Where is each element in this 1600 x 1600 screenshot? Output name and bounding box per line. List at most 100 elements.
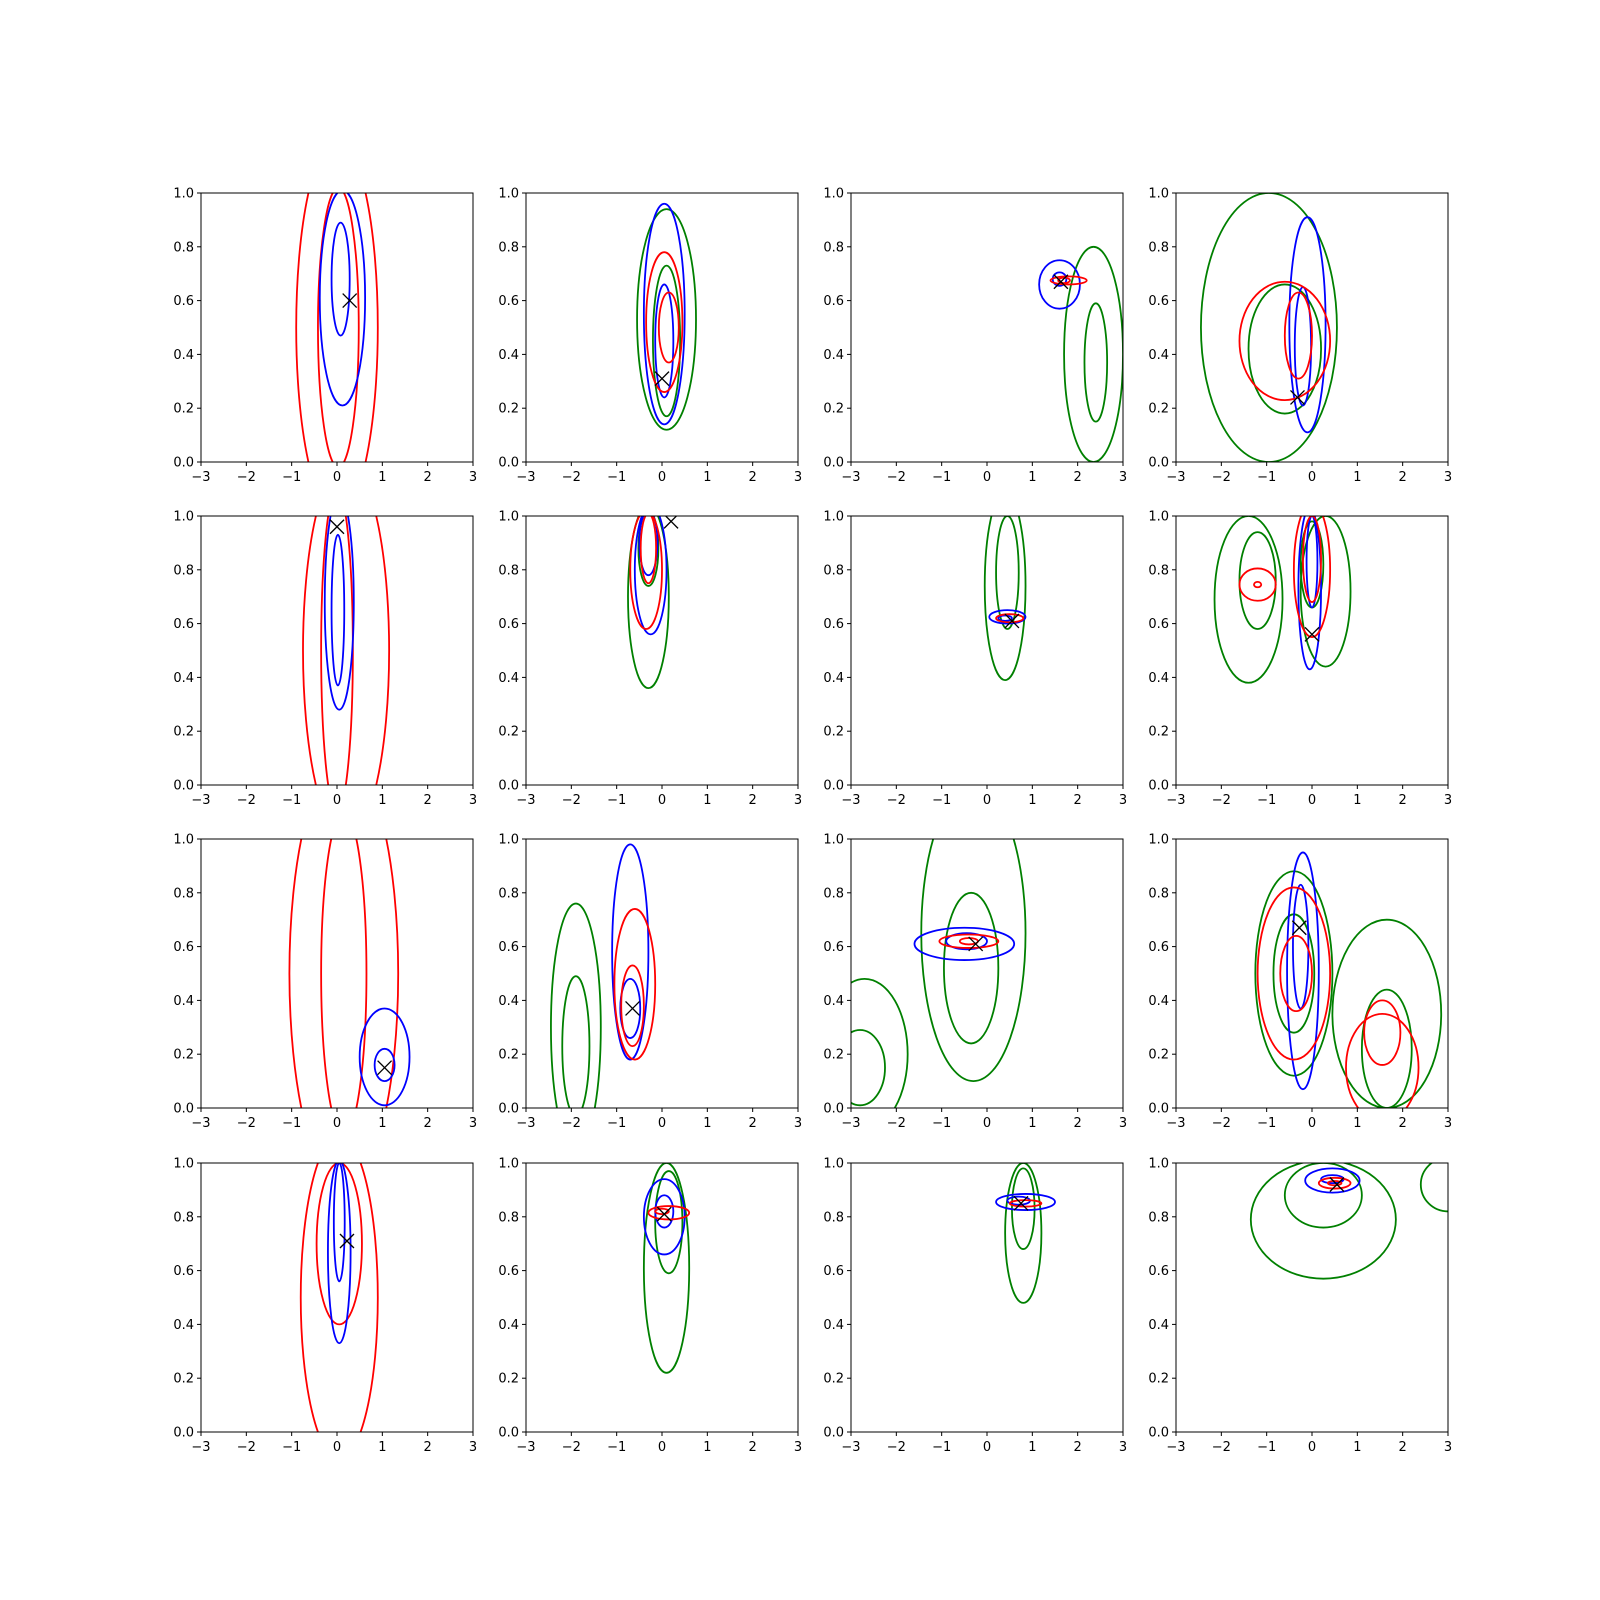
x-marker [1291, 920, 1307, 936]
plot-area [851, 839, 1027, 1108]
x-tick-label: 3 [794, 470, 802, 485]
y-tick-label: 0.6 [173, 294, 194, 309]
x-tick-label: −2 [887, 793, 906, 808]
y-tick-label: 0.2 [498, 402, 519, 417]
y-tick-label: 0.4 [823, 348, 844, 363]
x-tick-label: −1 [282, 1440, 301, 1455]
y-tick-label: 1.0 [823, 833, 844, 848]
y-tick-label: 0.6 [823, 617, 844, 632]
subplot-3-1: −3 −2 −1 0 1 2 3 0.0 0.2 0.4 0.6 0.8 1.0 [173, 833, 477, 1132]
y-tick-label: 0.6 [823, 294, 844, 309]
y-tick-label: 0.4 [823, 671, 844, 686]
blue-contour [633, 516, 668, 636]
x-marker [339, 1233, 355, 1249]
x-tick-label: −2 [1212, 470, 1231, 485]
red-contour [654, 1207, 670, 1216]
y-tick-label: 0.8 [173, 886, 194, 901]
plot-area [288, 839, 411, 1108]
x-tick-label: 1 [1028, 1440, 1036, 1455]
y-tick-label: 1.0 [173, 187, 194, 202]
plot-area [995, 1163, 1056, 1304]
y-tick-label: 0.0 [1148, 1102, 1169, 1117]
x-tick-label: 2 [749, 470, 757, 485]
x-tick-label: −2 [1212, 1440, 1231, 1455]
blue-contour [1288, 216, 1327, 434]
x-tick-label: −1 [1257, 1440, 1276, 1455]
y-tick-label: 0.6 [173, 940, 194, 955]
y-tick-label: 1.0 [1148, 187, 1169, 202]
blue-contour [1297, 516, 1322, 671]
y-tick-label: 1.0 [498, 1157, 519, 1172]
x-tick-label: 2 [1399, 1440, 1407, 1455]
green-contour [983, 516, 1027, 681]
red-contour [613, 908, 657, 1061]
y-tick-label: 0.4 [823, 994, 844, 1009]
x-tick-label: −1 [607, 1116, 626, 1131]
y-tick-label: 0.6 [1148, 294, 1169, 309]
x-tick-label: −1 [282, 470, 301, 485]
y-tick-label: 0.4 [498, 994, 519, 1009]
x-tick-label: −3 [191, 1116, 210, 1131]
red-contour [1253, 581, 1263, 589]
y-tick-label: 0.2 [498, 1048, 519, 1063]
y-tick-label: 0.0 [173, 1102, 194, 1117]
blue-contour [913, 926, 1016, 961]
blue-contour [327, 1163, 352, 1345]
red-contour [1238, 567, 1277, 602]
subplot-4-2: −3 −2 −1 0 1 2 3 0.0 0.2 0.4 0.6 0.8 1.0 [498, 1157, 802, 1456]
y-tick-label: 0.8 [1148, 1210, 1169, 1225]
y-tick-label: 0.8 [823, 240, 844, 255]
y-tick-label: 0.0 [498, 1426, 519, 1441]
y-tick-label: 0.6 [823, 940, 844, 955]
x-tick-label: 0 [983, 470, 991, 485]
x-tick-label: 1 [703, 793, 711, 808]
y-tick-label: 0.0 [823, 779, 844, 794]
y-tick-label: 0.2 [1148, 1048, 1169, 1063]
green-contour [1299, 516, 1352, 668]
x-marker [377, 1060, 393, 1076]
y-tick-label: 0.6 [498, 940, 519, 955]
x-tick-label: 3 [794, 1116, 802, 1131]
plot-area [295, 193, 379, 462]
x-tick-label: −3 [1166, 1116, 1185, 1131]
x-marker [1004, 613, 1020, 629]
y-tick-label: 0.8 [1148, 886, 1169, 901]
x-marker [663, 516, 679, 529]
blue-contour [654, 283, 675, 399]
x-tick-label: 0 [1308, 1440, 1316, 1455]
x-tick-label: 0 [658, 470, 666, 485]
plot-area [1254, 851, 1443, 1108]
green-contour [943, 891, 1000, 1045]
subplot-2-4: −3 −2 −1 0 1 2 3 0.0 0.2 0.4 0.6 0.8 1.0 [1148, 510, 1452, 809]
green-contour [851, 1029, 886, 1107]
x-tick-label: 1 [1028, 793, 1036, 808]
x-tick-label: −2 [562, 470, 581, 485]
y-tick-label: 0.8 [173, 240, 194, 255]
red-contour [1363, 999, 1402, 1066]
y-tick-label: 0.4 [173, 1318, 194, 1333]
y-tick-label: 0.8 [823, 1210, 844, 1225]
y-tick-label: 1.0 [1148, 833, 1169, 848]
x-tick-label: −1 [607, 1440, 626, 1455]
x-tick-label: −2 [1212, 793, 1231, 808]
y-tick-label: 0.2 [173, 1048, 194, 1063]
red-contour [629, 516, 663, 630]
red-contour [1279, 934, 1313, 1013]
x-tick-label: 2 [424, 793, 432, 808]
blue-contour [358, 1007, 411, 1107]
y-tick-label: 0.4 [1148, 671, 1169, 686]
x-tick-label: 2 [1399, 1116, 1407, 1131]
y-tick-label: 0.4 [1148, 348, 1169, 363]
red-contour [1326, 1180, 1343, 1187]
x-tick-label: −3 [516, 793, 535, 808]
subplot-4-1: −3 −2 −1 0 1 2 3 0.0 0.2 0.4 0.6 0.8 1.0 [173, 1157, 477, 1456]
red-contour [320, 839, 368, 1108]
x-tick-label: −1 [1257, 470, 1276, 485]
x-tick-label: 3 [1444, 1440, 1452, 1455]
blue-contour [332, 1163, 346, 1283]
red-contour [657, 291, 680, 364]
x-tick-label: 0 [1308, 470, 1316, 485]
x-tick-label: 1 [1353, 1116, 1361, 1131]
y-tick-label: 0.4 [173, 671, 194, 686]
subplot-2-1: −3 −2 −1 0 1 2 3 0.0 0.2 0.4 0.6 0.8 1.0 [173, 510, 477, 809]
